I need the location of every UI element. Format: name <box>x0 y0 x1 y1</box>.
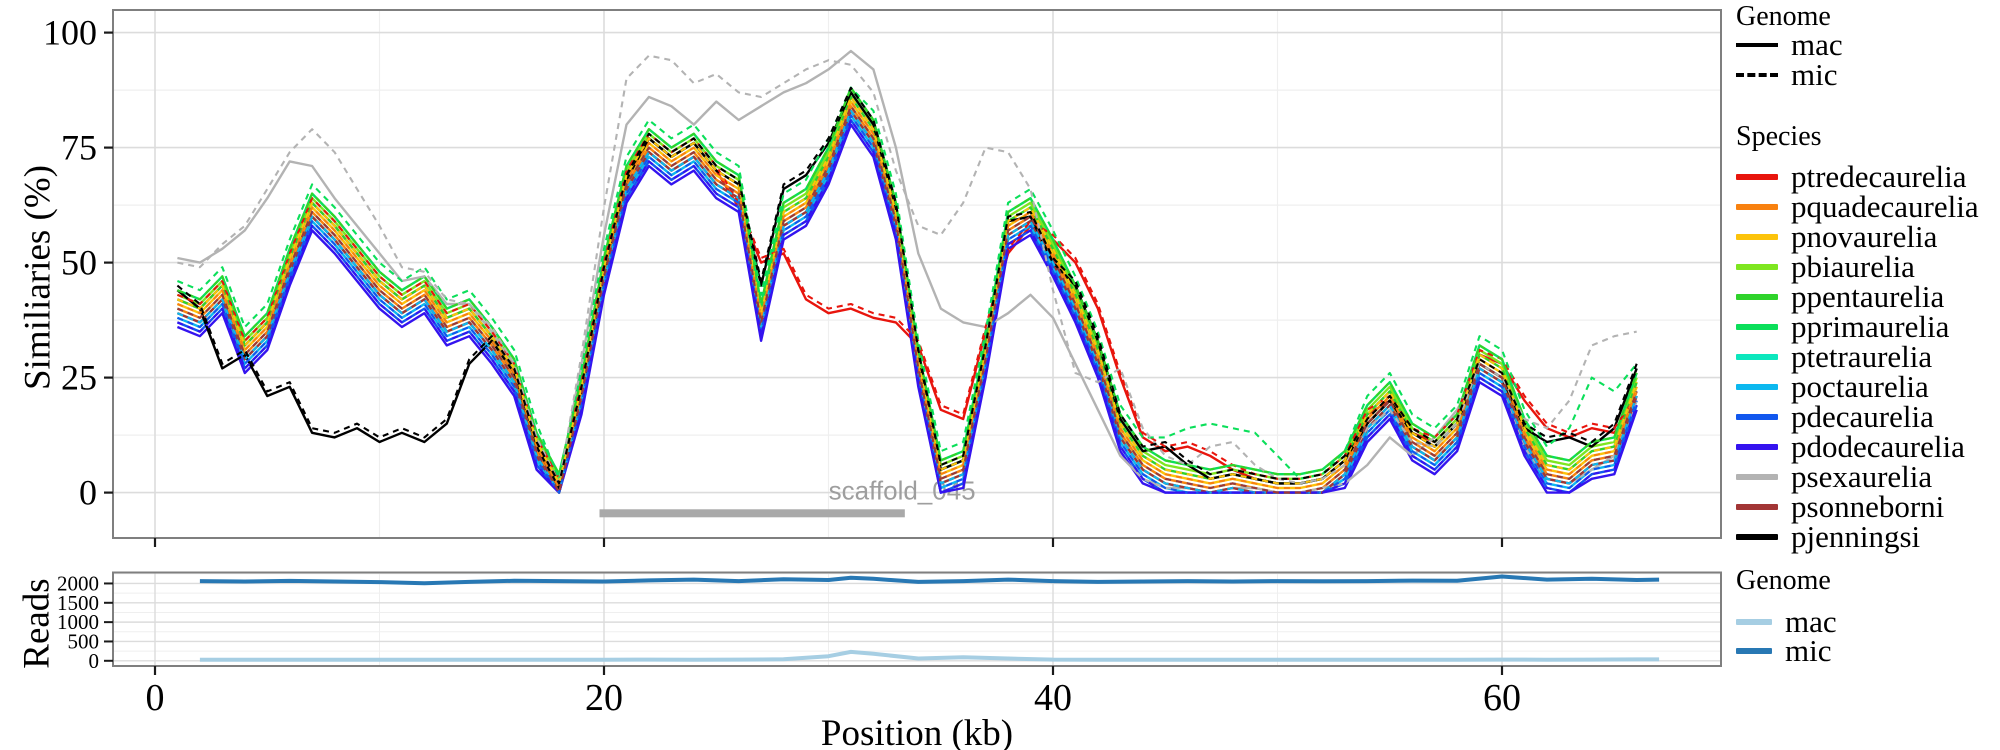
y-axis-label-reads: Reads <box>16 578 58 669</box>
legend-species-item-poctaurelia-label: poctaurelia <box>1791 369 1929 404</box>
legend-genome-species: Genome mac mic Species ptredecaurelia pqua… <box>1736 0 1998 560</box>
legend-species-item-pprimaurelia: pprimaurelia <box>1736 309 1950 344</box>
legend-species-item-pjenningsi-label: pjenningsi <box>1791 519 1921 554</box>
legend-species-pnovaurelia-swatch-icon <box>1736 234 1778 240</box>
tick-label-reads-2000: 2000 <box>57 571 99 595</box>
tick-label-reads-1500: 1500 <box>57 591 99 615</box>
series-pquadecaurelia-mic <box>177 100 1638 490</box>
x-axis-label: Position (kb) <box>820 713 1014 750</box>
legend-species-item-pbiaurelia-label: pbiaurelia <box>1791 249 1915 284</box>
panel-border-reads <box>112 571 1722 667</box>
tick-label-similarity-50: 50 <box>61 243 97 283</box>
legend-reads-item-mic: mic <box>1736 633 1832 668</box>
legend-species-item-psonneborni: psonneborni <box>1736 489 1945 524</box>
series-ptredecaurelia-mic <box>177 132 1638 480</box>
legend-reads-genome: Genome mac mic <box>1736 566 1998 686</box>
tick-label-position-0: 0 <box>146 677 165 719</box>
legend-species-item-ptredecaurelia-label: ptredecaurelia <box>1791 159 1967 194</box>
legend-species-item-ptetraurelia-label: ptetraurelia <box>1791 339 1933 374</box>
legend-species-pdecaurelia-swatch-icon <box>1736 414 1778 420</box>
legend-species-item-pquadecaurelia: pquadecaurelia <box>1736 189 1979 224</box>
legend-species-pjenningsi-swatch-icon <box>1736 534 1778 540</box>
y-axis-label-similarity: Similiaries (%) <box>17 164 59 391</box>
legend-reads-mic-swatch-icon <box>1736 648 1772 654</box>
legend-species-item-pjenningsi: pjenningsi <box>1736 519 1921 554</box>
legend-species-item-pbiaurelia: pbiaurelia <box>1736 249 1915 284</box>
legend-species-item-psonneborni-label: psonneborni <box>1791 489 1945 524</box>
legend-species-item-pprimaurelia-label: pprimaurelia <box>1791 309 1950 344</box>
legend-species-pbiaurelia-swatch-icon <box>1736 264 1778 270</box>
legend-reads-item-mac-label: mac <box>1785 604 1837 639</box>
legend-species-item-ppentaurelia-label: ppentaurelia <box>1791 279 1945 314</box>
series-psexaurelia-mic <box>177 54 1637 485</box>
legend-genome-item-mac: mac <box>1736 27 1843 62</box>
legend-genome-item-mac-label: mac <box>1791 27 1843 62</box>
tick-label-position-20: 20 <box>585 677 623 719</box>
tick-label-similarity-75: 75 <box>61 128 97 168</box>
tick-label-reads-500: 500 <box>68 629 100 653</box>
legend-species-poctaurelia-swatch-icon <box>1736 384 1778 390</box>
legend-species-pdodecaurelia-swatch-icon <box>1736 444 1778 450</box>
series-pnovaurelia-mic <box>177 95 1638 485</box>
panel-border-similarity <box>112 9 1722 539</box>
legend-species-item-pnovaurelia-label: pnovaurelia <box>1791 219 1938 254</box>
legend-species-item-pdodecaurelia-label: pdodecaurelia <box>1791 429 1965 464</box>
legend-species-item-pquadecaurelia-label: pquadecaurelia <box>1791 189 1979 224</box>
legend-species-item-pdodecaurelia: pdodecaurelia <box>1736 429 1965 464</box>
tick-label-position-40: 40 <box>1034 677 1072 719</box>
legend-genome-item-mic-label: mic <box>1791 57 1838 92</box>
legend-species-ptetraurelia-swatch-icon <box>1736 354 1778 360</box>
legend-species-pquadecaurelia-swatch-icon <box>1736 204 1778 210</box>
series-pdodecaurelia-mic <box>177 118 1638 494</box>
tick-label-position-60: 60 <box>1483 677 1521 719</box>
legend-species-ppentaurelia-swatch-icon <box>1736 294 1778 300</box>
series-reads-mic <box>199 574 1660 586</box>
legend-species-pprimaurelia-swatch-icon <box>1736 324 1778 330</box>
series-psonneborni-mic <box>177 105 1638 494</box>
tick-label-reads-1000: 1000 <box>57 610 99 634</box>
series-ppentaurelia-mic <box>177 86 1638 476</box>
legend-species-item-pnovaurelia: pnovaurelia <box>1736 219 1938 254</box>
tick-label-similarity-25: 25 <box>61 358 97 398</box>
legend-species-item-pdecaurelia: pdecaurelia <box>1736 399 1934 434</box>
tick-label-similarity-100: 100 <box>43 13 97 53</box>
legend-reads-item-mic-label: mic <box>1785 633 1832 668</box>
legend-species-psonneborni-swatch-icon <box>1736 504 1778 510</box>
legend-species-item-poctaurelia: poctaurelia <box>1736 369 1929 404</box>
legend-species-title: Species <box>1736 121 1822 152</box>
legend-genome-mic-swatch-icon <box>1736 73 1778 77</box>
legend-species-item-psexaurelia: psexaurelia <box>1736 459 1933 494</box>
legend-genome-title: Genome <box>1736 1 1831 32</box>
scaffold-bar <box>599 509 905 518</box>
series-reads-mac <box>199 649 1660 662</box>
legend-species-item-ppentaurelia: ppentaurelia <box>1736 279 1945 314</box>
reads-panel-lines <box>199 574 1660 662</box>
legend-species-psexaurelia-swatch-icon <box>1736 474 1778 480</box>
series-pprimaurelia-mic <box>177 86 1638 480</box>
tick-label-reads-0: 0 <box>89 649 100 673</box>
legend-species-item-pdecaurelia-label: pdecaurelia <box>1791 399 1934 434</box>
legend-species-item-psexaurelia-label: psexaurelia <box>1791 459 1933 494</box>
legend-reads-mac-swatch-icon <box>1736 619 1772 625</box>
legend-species-item-ptredecaurelia: ptredecaurelia <box>1736 159 1967 194</box>
series-pjenningsi-mic <box>176 86 1638 485</box>
legend-reads-genome-title: Genome <box>1736 565 1831 596</box>
legend-genome-item-mic: mic <box>1736 57 1838 92</box>
similarity-panel-lines: scaffold_045 <box>176 49 1638 518</box>
tick-label-similarity-0: 0 <box>79 473 97 513</box>
legend-reads-item-mac: mac <box>1736 604 1837 639</box>
legend-species-ptredecaurelia-swatch-icon <box>1736 174 1778 180</box>
legend-genome-mac-swatch-icon <box>1736 43 1778 47</box>
legend-species-item-ptetraurelia: ptetraurelia <box>1736 339 1933 374</box>
